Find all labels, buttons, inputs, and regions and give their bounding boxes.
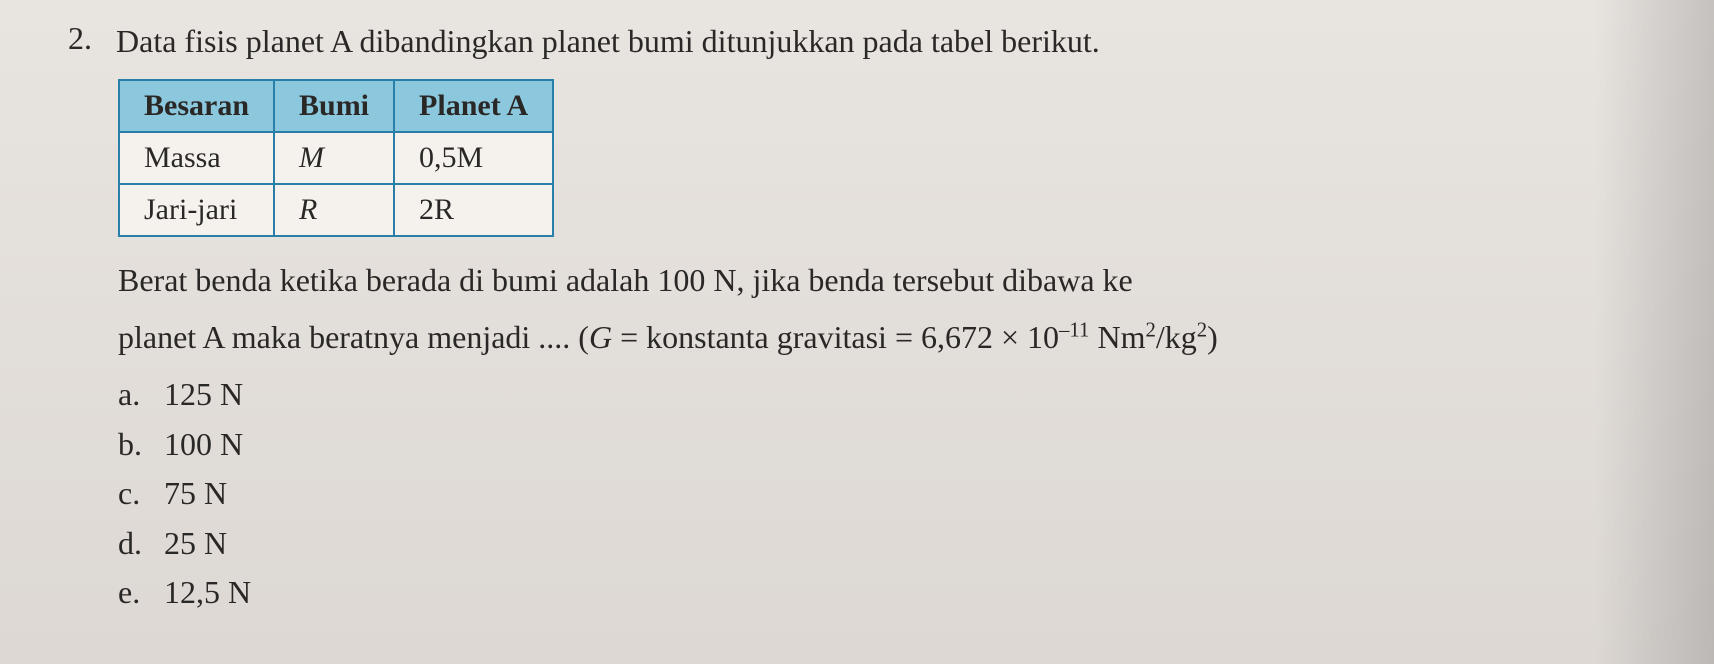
question-prompt: Data fisis planet A dibandingkan planet … (116, 20, 1100, 63)
table-cell: 0,5M (394, 132, 553, 184)
table-header-cell: Planet A (394, 80, 553, 132)
question-number: 2. (60, 20, 92, 63)
option-text: 100 N (164, 420, 243, 470)
table-header-cell: Bumi (274, 80, 394, 132)
option-d: d. 25 N (118, 519, 1654, 569)
data-table: Besaran Bumi Planet A Massa M 0,5M Jari-… (118, 79, 554, 237)
body-text-part: /kg (1156, 319, 1197, 355)
body-text-g: G (589, 319, 612, 355)
table-header-cell: Besaran (119, 80, 274, 132)
table-cell: R (274, 184, 394, 236)
table-row: Jari-jari R 2R (119, 184, 553, 236)
cell-value: 2R (419, 193, 454, 226)
option-e: e. 12,5 N (118, 568, 1654, 618)
question-header: 2. Data fisis planet A dibandingkan plan… (60, 20, 1654, 63)
option-c: c. 75 N (118, 469, 1654, 519)
answer-options: a. 125 N b. 100 N c. 75 N d. 25 N e. 12,… (118, 370, 1654, 618)
body-text-part: = konstanta gravitasi = 6,672 × 10 (612, 319, 1059, 355)
option-letter: d. (118, 519, 146, 569)
table-cell: Jari-jari (119, 184, 274, 236)
body-text-exponent: 2 (1197, 318, 1207, 341)
option-letter: c. (118, 469, 146, 519)
option-text: 25 N (164, 519, 227, 569)
table-cell: M (274, 132, 394, 184)
table-cell: Massa (119, 132, 274, 184)
table-header-row: Besaran Bumi Planet A (119, 80, 553, 132)
body-text-part: ) (1207, 319, 1218, 355)
option-letter: e. (118, 568, 146, 618)
option-text: 125 N (164, 370, 243, 420)
body-line-2: planet A maka beratnya menjadi .... (G =… (118, 314, 1654, 360)
option-b: b. 100 N (118, 420, 1654, 470)
table-row: Massa M 0,5M (119, 132, 553, 184)
cell-value: 0,5M (419, 141, 483, 174)
body-line-1: Berat benda ketika berada di bumi adalah… (118, 257, 1654, 303)
table-cell: 2R (394, 184, 553, 236)
body-text-part: planet A maka beratnya menjadi .... ( (118, 319, 589, 355)
data-table-wrapper: Besaran Bumi Planet A Massa M 0,5M Jari-… (118, 79, 1654, 237)
option-letter: b. (118, 420, 146, 470)
body-text-exponent: 2 (1145, 318, 1155, 341)
option-a: a. 125 N (118, 370, 1654, 420)
option-letter: a. (118, 370, 146, 420)
body-text-exponent: –11 (1059, 318, 1089, 341)
option-text: 12,5 N (164, 568, 251, 618)
body-text-part: Nm (1089, 319, 1145, 355)
option-text: 75 N (164, 469, 227, 519)
question-body: Berat benda ketika berada di bumi adalah… (118, 257, 1654, 618)
